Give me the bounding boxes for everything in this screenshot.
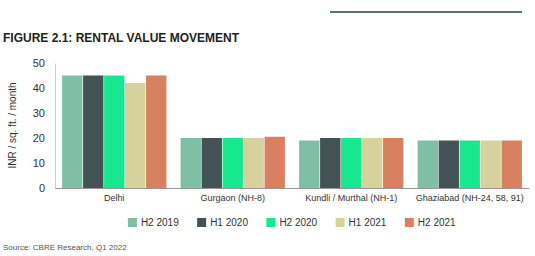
x-axis: Delhi Gurgaon (NH-8) Kundli / Murthal (NH-… (56, 188, 530, 203)
legend-item: H2 2020 (266, 217, 317, 228)
bar (460, 141, 480, 189)
bar-series (125, 83, 501, 188)
y-tick-label: 10 (33, 157, 45, 169)
bar (202, 138, 222, 188)
legend-swatch (197, 218, 206, 227)
bar (320, 138, 340, 188)
y-tick: 40 (33, 82, 55, 94)
y-tick-label: 40 (33, 82, 45, 94)
bar (439, 141, 459, 189)
legend-label: H2 2020 (279, 217, 317, 228)
y-tick-label: 20 (33, 132, 45, 144)
x-tick: Gurgaon (NH-8) (200, 188, 265, 203)
bar (83, 76, 103, 189)
x-tick: Kundli / Murthal (NH-1) (305, 188, 397, 203)
bar (146, 76, 166, 189)
bar (265, 137, 285, 188)
y-tick: 0 (39, 182, 55, 194)
x-axis-line (56, 188, 530, 189)
header-rule (330, 11, 522, 13)
bar (223, 138, 243, 188)
bar-series (146, 76, 522, 189)
legend-swatch (336, 218, 345, 227)
bar (299, 141, 319, 189)
y-axis-title: INR / sq. ft. / month (7, 82, 18, 168)
bars (62, 76, 522, 189)
legend-label: H2 2019 (141, 217, 179, 228)
plot: 0 10 20 30 40 50 Delhi Gurgaon (NH-8) Kundli / M… (33, 57, 530, 203)
legend-label: H2 2021 (418, 217, 456, 228)
x-tick-label: Ghaziabad (NH-24, 58, 91) (416, 193, 524, 203)
x-tick: Delhi (104, 188, 125, 203)
y-axis-line (55, 64, 56, 189)
y-tick: 50 (33, 57, 55, 69)
x-tick-label: Delhi (104, 193, 125, 203)
bar (481, 141, 501, 189)
bar (62, 76, 82, 189)
y-tick-label: 30 (33, 107, 45, 119)
bar (383, 138, 403, 188)
legend-item: H2 2021 (405, 217, 456, 228)
y-tick: 30 (33, 107, 55, 119)
legend-swatch (128, 218, 137, 227)
legend-swatch (266, 218, 275, 227)
legend-item: H1 2021 (336, 217, 387, 228)
legend-label: H1 2020 (210, 217, 248, 228)
y-tick: 20 (33, 132, 55, 144)
bar (181, 138, 201, 188)
bar (104, 76, 124, 189)
legend-item: H2 2019 (128, 217, 179, 228)
x-tick: Ghaziabad (NH-24, 58, 91) (416, 188, 524, 203)
title: FIGURE 2.1: RENTAL VALUE MOVEMENT (3, 31, 240, 45)
chart-container: FIGURE 2.1: RENTAL VALUE MOVEMENT 0 10 20 30… (0, 0, 535, 256)
bar (341, 138, 361, 188)
legend-swatch (405, 218, 414, 227)
legend-item: H1 2020 (197, 217, 248, 228)
x-tick-label: Kundli / Murthal (NH-1) (305, 193, 397, 203)
y-tick: 10 (33, 157, 55, 169)
source-note: Source: CBRE Research, Q1 2022 (3, 243, 127, 252)
x-tick-label: Gurgaon (NH-8) (200, 193, 265, 203)
bar (502, 141, 522, 189)
bar (362, 138, 382, 188)
y-tick-label: 50 (33, 57, 45, 69)
bar-series (83, 76, 459, 189)
bar (418, 141, 438, 189)
legend: H2 2019 H1 2020 H2 2020 H1 2021 H2 2021 (128, 217, 456, 228)
bar (244, 138, 264, 188)
bar-series (104, 76, 480, 189)
chart: FIGURE 2.1: RENTAL VALUE MOVEMENT 0 10 20 30… (0, 0, 535, 256)
bar-series (62, 76, 438, 189)
y-tick-label: 0 (39, 182, 45, 194)
y-axis: 0 10 20 30 40 50 (33, 57, 56, 194)
bar (125, 83, 145, 188)
legend-label: H1 2021 (349, 217, 387, 228)
